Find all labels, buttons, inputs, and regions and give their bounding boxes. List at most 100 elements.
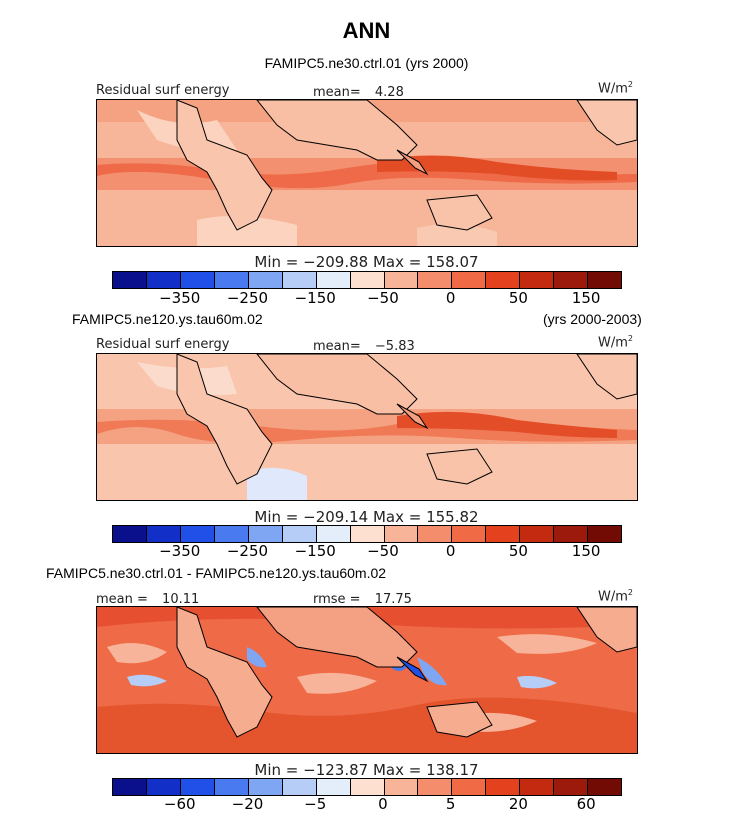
panel3-colorbar-swatch bbox=[384, 779, 419, 795]
panel1-colorbar-swatch bbox=[350, 272, 385, 288]
panel3-colorbar-swatch bbox=[180, 779, 215, 795]
panel3-australia-outline bbox=[426, 701, 493, 738]
panel3-colorbar-swatch bbox=[248, 779, 283, 795]
panel2-colorbar-swatch bbox=[350, 526, 385, 542]
panel1-colorbar-swatch bbox=[146, 272, 181, 288]
panel2-colorbar-swatch bbox=[282, 526, 317, 542]
panel1-colorbar-swatch bbox=[113, 272, 147, 288]
panel2-colorbar-swatch bbox=[214, 526, 249, 542]
panel3-colorbar-ticks: −60 −20 −5 0 5 20 60 bbox=[0, 795, 733, 813]
panel3-colorbar-swatch bbox=[350, 779, 385, 795]
panel2-colorbar-tick-label: 150 bbox=[571, 542, 601, 560]
panel2-stat: mean= −5.83 bbox=[313, 339, 415, 354]
panel1-colorbar-tick-label: −150 bbox=[294, 289, 336, 307]
panel3-colorbar-swatch bbox=[282, 779, 317, 795]
panel3-colorbar-swatch bbox=[113, 779, 147, 795]
panel3-colorbar-swatch bbox=[554, 779, 589, 795]
panel1-units-base: W/m bbox=[598, 81, 628, 97]
panel1-americas-outline bbox=[576, 100, 637, 146]
panel1-case-label: FAMIPC5.ne30.ctrl.01 (yrs 2000) bbox=[264, 55, 469, 71]
panel2-colorbar-swatch bbox=[418, 526, 453, 542]
panel2-colorbar-tick-label: 50 bbox=[508, 542, 528, 560]
panel3-blue-patch3 bbox=[247, 647, 267, 668]
panel2-field-label: Residual surf energy bbox=[96, 337, 230, 352]
panel1-map-svg bbox=[97, 100, 637, 246]
panel1-colorbar-swatch bbox=[316, 272, 351, 288]
panel3-colorbar-swatch bbox=[316, 779, 351, 795]
panel2-colorbar-tick-label: −250 bbox=[226, 542, 269, 560]
panel3-stat: mean = 10.11 bbox=[96, 592, 199, 607]
panel3-colorbar-swatch bbox=[588, 779, 622, 795]
panel2-stat-label: mean= bbox=[313, 339, 361, 354]
panel3-case-label: FAMIPC5.ne30.ctrl.01 - FAMIPC5.ne120.ys.… bbox=[46, 565, 387, 581]
panel2-colorbar-swatch bbox=[316, 526, 351, 542]
panel3-americas-outline bbox=[576, 607, 637, 653]
panel1-colorbar-tick-label: −250 bbox=[226, 289, 269, 307]
panel1-units: W/m2 bbox=[598, 80, 633, 96]
panel2-units-base: W/m bbox=[598, 335, 628, 351]
panel1-stat-label: mean= bbox=[313, 85, 361, 100]
panel1-colorbar bbox=[112, 271, 622, 289]
panel2-units: W/m2 bbox=[598, 334, 633, 350]
panel3-asia-outline bbox=[256, 607, 418, 668]
panel1-southern-patch2 bbox=[417, 223, 497, 246]
panel3-light-patch2 bbox=[297, 672, 377, 694]
panel2-asia-outline bbox=[256, 354, 418, 415]
panel2-colorbar-swatch bbox=[180, 526, 215, 542]
panel1-warm-pool bbox=[377, 155, 617, 181]
panel2-colorbar-ticks: −350 −250 −150 −50 0 50 150 bbox=[0, 542, 733, 560]
panel1-colorbar-swatch bbox=[554, 272, 589, 288]
panel1-minmax: Min = −209.88 Max = 158.07 bbox=[254, 253, 479, 271]
panel3-blue-patch5 bbox=[127, 674, 167, 687]
panel2-colorbar-tick-label: −150 bbox=[294, 542, 336, 560]
panel1-stat: mean= 4.28 bbox=[313, 85, 404, 100]
panel1-colorbar-swatch bbox=[452, 272, 487, 288]
panel3-units-base: W/m bbox=[598, 589, 628, 605]
panel1-africa-europe-outline bbox=[176, 100, 273, 231]
panel2-colorbar-swatch bbox=[452, 526, 487, 542]
panel1-colorbar-swatch bbox=[486, 272, 521, 288]
panel2-years-label: (yrs 2000-2003) bbox=[543, 311, 642, 327]
panel1-colorbar-swatch bbox=[248, 272, 283, 288]
panel3-units-exp: 2 bbox=[627, 588, 633, 597]
panel2-colorbar-swatch bbox=[384, 526, 419, 542]
panel1-units-exp: 2 bbox=[627, 80, 633, 89]
panel1-map bbox=[96, 99, 638, 247]
panel2-americas-outline bbox=[576, 354, 637, 400]
panel1-colorbar-tick-label: −50 bbox=[367, 289, 399, 307]
panel2-colorbar bbox=[112, 525, 622, 543]
panel3-maritime-islands bbox=[396, 656, 429, 683]
panel2-colorbar-tick-label: −350 bbox=[159, 542, 201, 560]
panel3-colorbar-tick-label: 60 bbox=[576, 795, 596, 813]
panel3-light-patch1 bbox=[107, 643, 167, 664]
panel2-colorbar-swatch bbox=[554, 526, 589, 542]
panel3-colorbar-swatch bbox=[520, 779, 555, 795]
panel3-rmse: rmse = 17.75 bbox=[313, 592, 412, 607]
panel3-colorbar-tick-label: −5 bbox=[304, 795, 327, 813]
panel2-maritime-islands bbox=[396, 403, 429, 430]
panel3-colorbar-swatch bbox=[214, 779, 249, 795]
panel3-colorbar-swatch bbox=[146, 779, 181, 795]
panel3-colorbar-swatch bbox=[452, 779, 487, 795]
panel3-colorbar-tick-label: −20 bbox=[231, 795, 264, 813]
panel1-colorbar-swatch bbox=[214, 272, 249, 288]
panel1-colorbar-swatch bbox=[418, 272, 453, 288]
panel1-australia-outline bbox=[426, 194, 493, 231]
panel1-colorbar-tick-label: −350 bbox=[159, 289, 201, 307]
panel3-rmse-value: 17.75 bbox=[374, 592, 412, 607]
panel3-blue-patch2 bbox=[417, 657, 447, 686]
panel3-units: W/m2 bbox=[598, 588, 633, 604]
panel1-asia-outline bbox=[256, 100, 418, 161]
panel1-colorbar-tick-label: 50 bbox=[508, 289, 528, 307]
panel1-colorbar-swatch bbox=[588, 272, 622, 288]
panel3-africa-europe-outline bbox=[176, 607, 273, 738]
panel1-stat-value: 4.28 bbox=[374, 85, 404, 100]
panel1-colorbar-ticks: −350 −250 −150 −50 0 50 150 bbox=[0, 289, 733, 307]
panel1-colorbar-swatch bbox=[384, 272, 419, 288]
panel2-colorbar-tick-label: 0 bbox=[445, 542, 456, 560]
panel3-colorbar-tick-label: 20 bbox=[508, 795, 528, 813]
panel3-colorbar bbox=[112, 778, 622, 796]
panel3-stat-value: 10.11 bbox=[162, 592, 200, 607]
panel2-colorbar-swatch bbox=[146, 526, 181, 542]
panel2-units-exp: 2 bbox=[627, 334, 633, 343]
